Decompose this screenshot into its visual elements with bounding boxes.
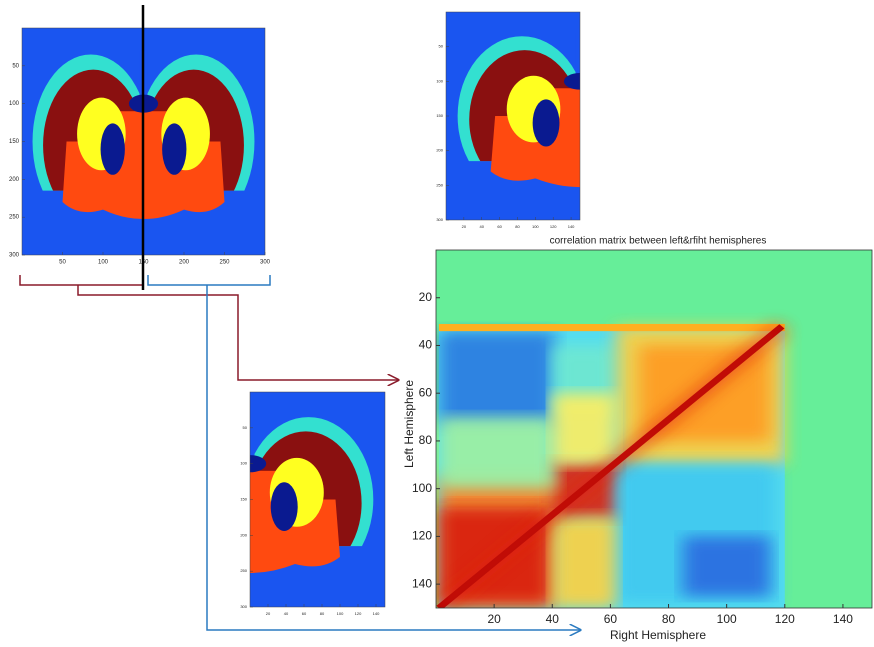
matrix-region [683,536,770,596]
x-tick-label: 60 [302,611,307,616]
y-axis-label: Left Hemisphere [402,380,416,468]
y-tick-label: 150 [436,113,443,118]
y-tick-label: 80 [419,433,433,447]
y-tick-label: 60 [419,385,433,399]
heatmap: correlation matrix between left&rfiht he… [402,236,872,643]
left-brain-panel: 20 40 60 80 100 120 140 50 100 150 200 250 300 [436,12,714,229]
x-tick-label: 120 [550,224,557,229]
x-tick-label: 120 [355,611,362,616]
x-axis-label: Right Hemisphere [610,628,706,642]
x-tick-label: 300 [260,260,271,266]
y-tick-label: 50 [12,63,19,69]
y-tick-label: 50 [243,425,248,430]
y-tick-label: 300 [9,253,20,259]
y-tick-label: 150 [240,497,247,502]
y-tick-label: 100 [240,461,247,466]
y-tick-label: 250 [436,182,443,187]
x-tick-label: 140 [568,224,575,229]
x-tick-label: 200 [179,260,190,266]
x-tick-label: 80 [515,224,520,229]
matrix-top-band [439,324,785,331]
y-tick-label: 100 [9,101,20,107]
matrix-region [552,517,616,608]
x-tick-label: 40 [480,224,485,229]
y-tick-label: 250 [9,215,20,221]
figure: 50 100 150 200 250 300 50 100 150 200 250 300 20 40 6… [0,0,874,647]
x-tick-label: 20 [487,612,501,626]
x-tick-label: 20 [266,611,271,616]
y-tick-label: 250 [240,568,247,573]
y-tick-label: 100 [412,481,432,495]
x-tick-label: 250 [219,260,230,266]
y-tick-label: 200 [240,532,247,537]
x-tick-label: 80 [320,611,325,616]
x-tick-label: 100 [532,224,539,229]
y-tick-label: 140 [412,576,432,590]
matrix-region [439,331,555,426]
y-tick-label: 200 [9,177,20,183]
y-tick-label: 150 [9,139,20,145]
right-brain-panel: 20 40 60 80 100 120 140 50 100 150 200 250 300 [115,392,385,616]
full-brain-panel: 5010015020025030050100150200250300 [9,28,271,266]
heatmap-image [436,250,872,608]
x-tick-label: 80 [662,612,676,626]
matrix-region [439,417,555,489]
y-tick-label: 120 [412,529,432,543]
y-tick-label: 20 [419,290,433,304]
x-tick-label: 140 [373,611,380,616]
x-tick-label: 40 [284,611,289,616]
heatmap-title: correlation matrix between left&rfiht he… [550,236,767,247]
x-tick-label: 120 [775,612,795,626]
x-tick-label: 100 [98,260,109,266]
y-tick-label: 300 [436,217,443,222]
y-tick-label: 200 [436,148,443,153]
y-tick-label: 50 [439,44,444,49]
matrix-region [552,393,616,465]
y-tick-label: 100 [436,78,443,83]
x-tick-label: 100 [717,612,737,626]
x-tick-label: 20 [462,224,467,229]
x-tick-label: 100 [337,611,344,616]
x-tick-label: 140 [833,612,853,626]
y-tick-label: 300 [240,604,247,609]
x-tick-label: 60 [604,612,618,626]
x-tick-label: 60 [497,224,502,229]
x-tick-label: 50 [59,260,66,266]
x-tick-label: 40 [546,612,560,626]
y-tick-label: 40 [419,338,433,352]
